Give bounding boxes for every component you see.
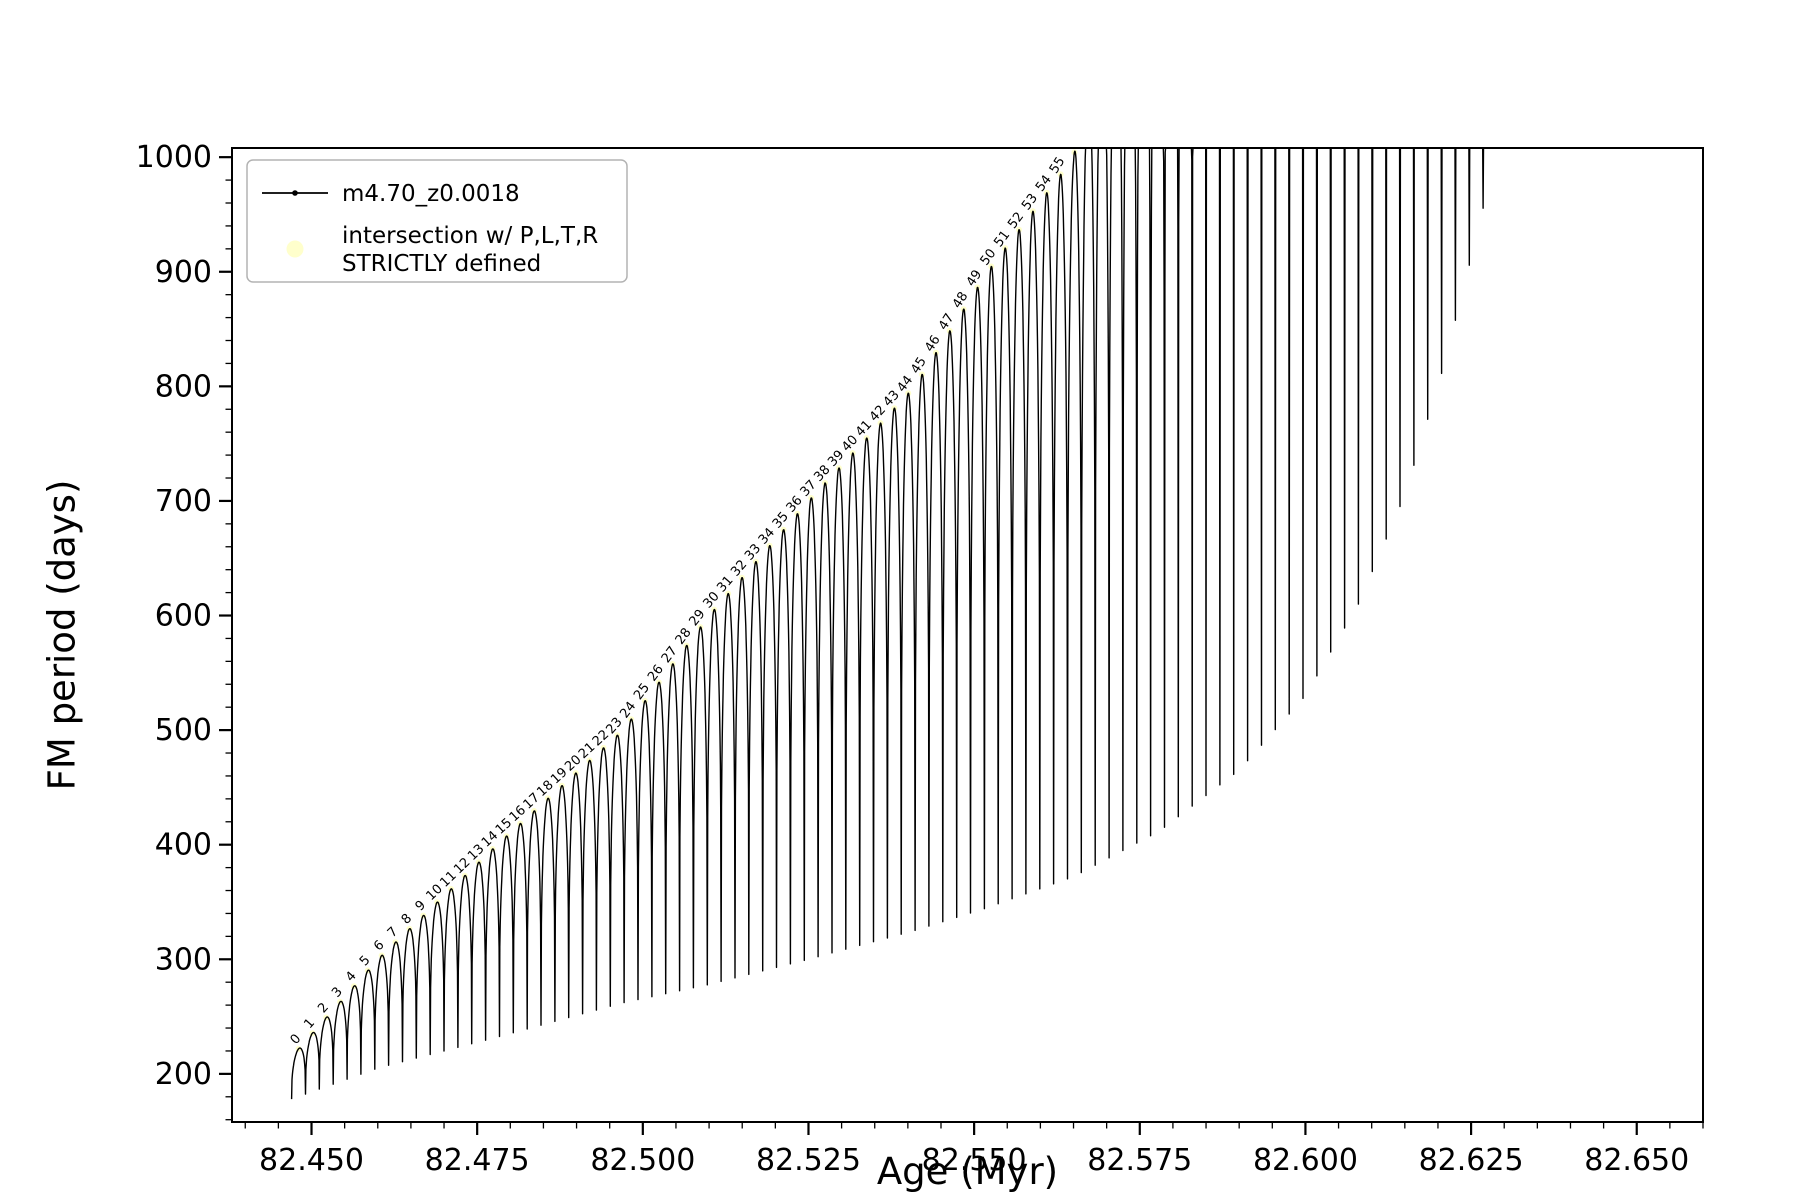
pulse-label: 7 <box>385 924 401 941</box>
pulse-labels: 0123456789101112131415161718192021222324… <box>288 155 1069 1048</box>
pulse-label: 29 <box>687 607 709 629</box>
y-tick-label: 300 <box>155 942 212 977</box>
pulse-label: 40 <box>839 433 861 455</box>
pulse-label: 30 <box>700 589 722 611</box>
x-tick-label: 82.525 <box>756 1143 861 1178</box>
pulse-label: 54 <box>1033 173 1055 195</box>
y-tick-label: 800 <box>155 369 212 404</box>
pulse-label: 3 <box>329 985 346 1001</box>
x-axis-label: Age (Myr) <box>876 1150 1059 1193</box>
pulse-label: 28 <box>673 625 695 647</box>
pulse-label: 52 <box>1005 209 1027 231</box>
pulse-label: 32 <box>728 557 750 579</box>
pulse-label: 51 <box>991 228 1013 250</box>
x-axis: 82.450 82.475 82.500 82.525 82.550 82.575 82.6… <box>244 1122 1704 1178</box>
x-tick-label: 82.475 <box>425 1143 530 1178</box>
y-tick-label: 1000 <box>136 140 212 175</box>
pulse-label: 41 <box>853 418 875 440</box>
x-tick-label: 82.550 <box>922 1143 1027 1178</box>
x-tick-label: 82.575 <box>1087 1143 1192 1178</box>
pulse-label: 37 <box>798 477 820 499</box>
y-axis: 200 300 400 500 600 700 800 900 1000 <box>136 140 232 1121</box>
pulse-label: 25 <box>631 681 653 703</box>
pulse-label: 6 <box>371 938 387 955</box>
legend-entry-2-label-line-2: STRICTLY defined <box>342 251 541 277</box>
pulse-label: 0 <box>288 1032 305 1048</box>
pulse-label: 45 <box>908 355 930 377</box>
y-tick-label: 900 <box>155 255 212 290</box>
pulse-label: 4 <box>343 969 360 985</box>
x-tick-label: 82.625 <box>1419 1143 1524 1178</box>
pulse-label: 31 <box>714 573 736 595</box>
pulse-label: 55 <box>1047 155 1069 177</box>
pulse-label: 33 <box>742 541 764 563</box>
pulse-label: 35 <box>770 509 792 531</box>
pulse-label: 39 <box>825 448 847 470</box>
legend-entry-1-label: m4.70_z0.0018 <box>342 181 520 207</box>
pulse-label: 53 <box>1019 191 1041 213</box>
pulse-label: 9 <box>413 898 429 915</box>
y-tick-label: 600 <box>155 599 212 634</box>
pulse-label: 27 <box>659 644 681 666</box>
pulse-label: 5 <box>357 953 374 969</box>
pulse-label: 48 <box>950 289 972 311</box>
intersection-markers <box>295 149 1078 1052</box>
legend-box <box>246 159 628 283</box>
pulse-label: 2 <box>315 1000 332 1016</box>
x-tick-label: 82.500 <box>590 1143 695 1178</box>
pulse-label: 24 <box>617 699 639 721</box>
pulse-label: 38 <box>811 462 833 484</box>
x-tick-label: 82.600 <box>1253 1143 1358 1178</box>
y-tick-label: 700 <box>155 484 212 519</box>
pulse-label: 47 <box>936 311 958 333</box>
pulse-label: 8 <box>399 911 415 928</box>
y-axis-label: FM period (days) <box>40 479 84 791</box>
pulse-label: 34 <box>756 525 778 547</box>
legend-line-dot <box>292 190 298 196</box>
y-tick-label: 400 <box>155 828 212 863</box>
pulse-label: 46 <box>922 333 944 355</box>
legend-intersection-dot <box>286 240 304 258</box>
pulse-label: 49 <box>964 267 986 289</box>
y-tick-label: 200 <box>155 1057 212 1092</box>
pulse-label: 42 <box>867 403 889 425</box>
legend-entry-2-label-line-1: intersection w/ P,L,T,R <box>342 223 598 249</box>
axes-box <box>231 147 1704 1123</box>
series-curve <box>290 148 1512 1100</box>
pulse-label: 26 <box>645 662 667 684</box>
pulse-label: 36 <box>784 493 806 515</box>
legend: m4.70_z0.0018 intersection w/ P,L,T,RSTRI… <box>246 159 628 283</box>
pulse-label: 1 <box>301 1016 318 1032</box>
pulse-label: 50 <box>978 246 1000 268</box>
x-tick-label: 82.450 <box>259 1143 364 1178</box>
y-tick-label: 500 <box>155 713 212 748</box>
pulse-label: 44 <box>894 373 916 395</box>
x-tick-label: 82.650 <box>1584 1143 1689 1178</box>
